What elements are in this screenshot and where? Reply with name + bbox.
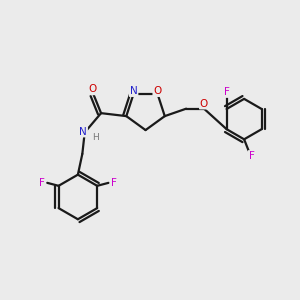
Text: F: F <box>249 151 254 161</box>
Text: N: N <box>79 127 87 136</box>
Text: H: H <box>92 133 98 142</box>
Text: F: F <box>39 178 45 188</box>
Text: O: O <box>200 99 208 109</box>
Text: F: F <box>224 87 230 97</box>
Text: O: O <box>88 84 96 94</box>
Text: F: F <box>111 178 116 188</box>
Text: O: O <box>153 86 161 96</box>
Text: N: N <box>130 86 137 96</box>
